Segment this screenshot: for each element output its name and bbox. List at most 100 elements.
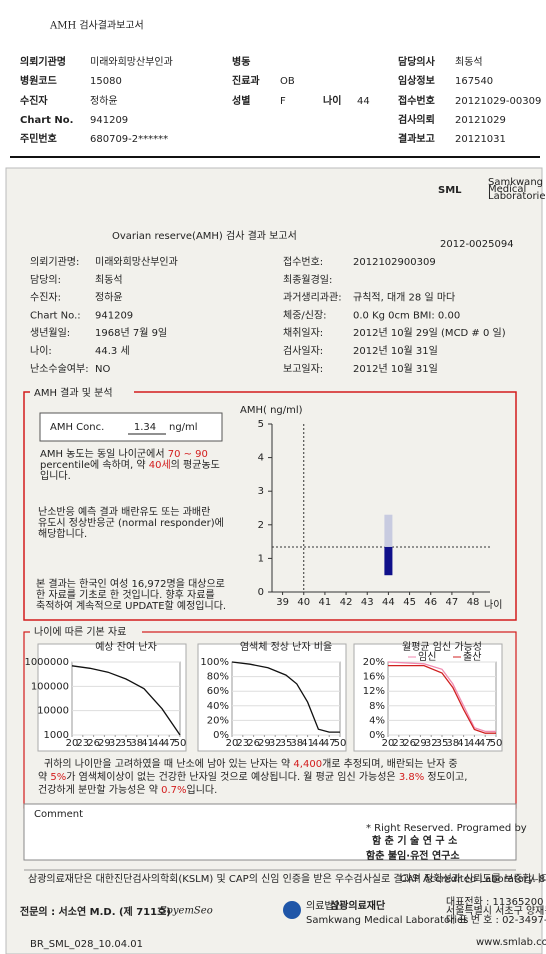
field-label: 접수번호 (398, 94, 435, 107)
paragraph-line: 축적하여 계속적으로 UPDATE할 예정입니다. (36, 599, 226, 612)
x-tick-label: 29 (414, 738, 427, 749)
paragraph-line: 입니다. (40, 469, 71, 482)
contact: 대표전화 : 11365200 (446, 896, 543, 908)
y-tick-label: 20% (363, 657, 385, 668)
info-label: Chart No.: (30, 310, 81, 321)
info-label: 검사일자: (283, 345, 323, 357)
field-value: 20121031 (455, 134, 506, 145)
x-tick-label: 50 (174, 738, 187, 749)
section-tab (30, 386, 134, 398)
x-tick-label: 20 (226, 738, 239, 749)
field-label: 병원코드 (20, 74, 57, 87)
field-value: 941209 (90, 115, 128, 126)
y-tick-label: 60% (207, 686, 229, 697)
info-label: 생년월일: (30, 327, 70, 339)
logo-sub: Laboratories (488, 191, 546, 202)
logo: SML (438, 185, 462, 196)
field-label: Chart No. (20, 115, 73, 126)
x-tick-label: 35 (280, 738, 293, 749)
header-title: AMH 검사결과보고서 (49, 20, 144, 32)
comment-label: Comment (34, 809, 83, 820)
conc-value: 1.34 (134, 422, 156, 433)
x-tick-label: 32 (269, 738, 282, 749)
text-segment: 개로 추정되며, 배란되는 난자 중 (322, 758, 458, 770)
institute: 함 춘 기 술 연 구 소 (372, 834, 457, 847)
y-tick-label: 16% (363, 672, 385, 683)
x-tick-label: 47 (323, 738, 336, 749)
x-tick-label: 41 (319, 597, 332, 608)
x-tick-label: 40 (297, 597, 310, 608)
x-tick-label: 23 (236, 738, 249, 749)
text-segment: percentile에 속하며, 약 (40, 458, 149, 471)
field-value: 최동석 (455, 56, 483, 68)
info-label: 담당의: (30, 274, 61, 286)
info-value: NO (95, 364, 110, 375)
paragraph-line: percentile에 속하며, 약 40세의 평균농도 (40, 458, 220, 471)
field-value: OB (280, 76, 295, 87)
info-value: 규칙적, 대개 28 일 마다 (353, 292, 455, 304)
foundation: 삼광의료재단 (330, 899, 386, 912)
logo-sub: Samkwang (488, 177, 543, 188)
x-tick-label: 42 (340, 597, 353, 608)
x-tick-label: 38 (130, 738, 143, 749)
doctor: 전문의 : 서소연 M.D. (제 711호) (20, 905, 171, 918)
section-title: AMH 결과 및 분석 (34, 387, 113, 399)
paragraph-line: 유도시 정상반응군 (normal responder)에 (38, 517, 224, 529)
field-label: 결과보고 (398, 132, 435, 145)
field-label: 검사의뢰 (398, 113, 435, 126)
info-value: 미래와희망산부인과 (95, 256, 178, 268)
x-tick-label: 38 (290, 738, 303, 749)
x-tick-label: 35 (436, 738, 449, 749)
field-label: 수진자 (20, 94, 48, 107)
info-label: 보고일자: (283, 363, 323, 375)
info-label: 접수번호: (283, 256, 323, 268)
x-tick-label: 46 (424, 597, 437, 608)
y-tick-label: 100% (200, 657, 229, 668)
y-tick-label: 10000 (37, 706, 69, 717)
x-tick-label: 50 (334, 738, 347, 749)
footer-note: 삼광의료재단은 대한진단검사의학회(KSLM) 및 CAP의 신임 인증을 받은… (28, 872, 546, 885)
paragraph-line: 난소반응 예측 결과 배란유도 또는 과배란 (38, 506, 210, 518)
field-value: 정하윤 (90, 94, 118, 107)
x-tick-label: 26 (403, 738, 416, 749)
x-tick-label: 44 (152, 738, 165, 749)
text-segment: 의 평균농도 (171, 459, 220, 471)
field-label: 임상정보 (398, 74, 435, 87)
x-tick-label: 35 (120, 738, 133, 749)
legend-label: 출산 (463, 651, 481, 663)
text-segment: 귀하의 나이만을 고려하였을 때 난소에 남아 있는 난자는 약 (44, 757, 293, 770)
text-segment: 건강하게 분만할 가능성은 약 (38, 783, 161, 796)
field-label: 병동 (232, 55, 250, 68)
comment-box (23, 803, 517, 861)
cap: CAP Accredited Laboratory. 89944-01 (400, 874, 546, 885)
paragraph-line: AMH 농도는 동일 나이군에서 70 ~ 90 (40, 448, 208, 460)
text-segment: 약 (38, 771, 50, 783)
info-value: 0.0 Kg 0cm BMI: 0.00 (353, 310, 460, 321)
field-label: 나이 (323, 94, 341, 107)
y-tick-label: 4% (369, 715, 385, 726)
y-axis-label: AMH( ng/ml) (240, 405, 303, 416)
info-label: 수진자: (30, 292, 61, 304)
y-tick-label: 1 (258, 553, 264, 564)
series-line (71, 665, 181, 736)
x-tick-label: 39 (276, 597, 289, 608)
info-value: 정하윤 (95, 291, 123, 304)
section-title: 나이에 따른 기본 자료 (34, 626, 126, 638)
y-tick-label: 0% (369, 730, 385, 741)
x-tick-label: 44 (312, 738, 325, 749)
series-line (387, 661, 496, 733)
x-tick-label: 32 (425, 738, 438, 749)
x-tick-label: 44 (382, 597, 395, 608)
mini-chart-title: 예상 잔여 난자 (95, 641, 157, 653)
y-tick-label: 20% (207, 715, 229, 726)
field-label: 진료과 (232, 74, 260, 87)
y-tick-label: 2 (258, 520, 264, 531)
report-title: Ovarian reserve(AMH) 검사 결과 보고서 (112, 230, 297, 242)
institute: 함춘 불임·유전 연구소 (366, 849, 460, 862)
y-tick-label: 4 (258, 453, 264, 464)
field-value: 15080 (90, 76, 122, 87)
x-tick-label: 50 (490, 738, 503, 749)
mini-chart-title: 월평균 임신 가능성 (402, 640, 482, 653)
paragraph-line: 본 결과는 한국인 여성 16,972명을 대상으로 (36, 578, 225, 590)
info-label: 난소수술여부: (30, 363, 89, 375)
